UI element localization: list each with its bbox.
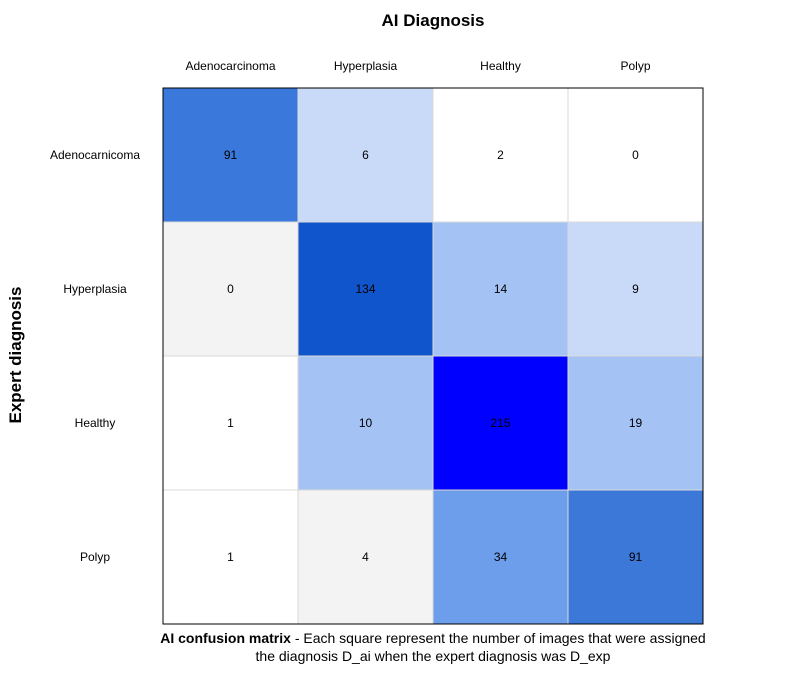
cell-value-label: 91 [629, 550, 643, 564]
heatmap-cell [163, 490, 298, 624]
heatmap-cell [568, 222, 703, 356]
heatmap-cell [298, 490, 433, 624]
heatmap-grid [162, 87, 704, 625]
cell-value-label: 215 [490, 416, 510, 430]
cell-value-label: 91 [224, 148, 238, 162]
heatmap-cell [433, 356, 568, 490]
x-tick-label: Hyperplasia [334, 59, 398, 73]
heatmap-cell [163, 222, 298, 356]
y-tick-label: Hyperplasia [63, 282, 127, 296]
heatmap-cell [433, 222, 568, 356]
heatmap-cell [163, 88, 298, 222]
y-tick-labels: Adenocarnicoma Hyperplasia Healthy Polyp [50, 148, 140, 564]
heatmap-cell [433, 88, 568, 222]
cell-value-label: 9 [632, 282, 639, 296]
cell-value-label: 0 [632, 148, 639, 162]
cell-value-label: 4 [362, 550, 369, 564]
x-tick-labels: Adenocarcinoma Hyperplasia Healthy Polyp [185, 59, 650, 73]
heatmap-cell [568, 490, 703, 624]
cell-value-label: 19 [629, 416, 643, 430]
cell-value-label: 1 [227, 416, 234, 430]
heatmap-cell [568, 88, 703, 222]
x-tick-label: Healthy [480, 59, 521, 73]
cell-value-label: 0 [227, 282, 234, 296]
cell-value-label: 2 [497, 148, 504, 162]
y-tick-label: Healthy [75, 416, 116, 430]
y-tick-label: Adenocarnicoma [50, 148, 140, 162]
caption-text: - Each square represent the number of im… [255, 630, 706, 664]
heatmap-cell [298, 222, 433, 356]
cell-value-label: 34 [494, 550, 508, 564]
matrix-border [162, 87, 704, 625]
heatmap-cell [163, 356, 298, 490]
caption-bold: AI confusion matrix [160, 630, 291, 646]
heatmap-cell [433, 490, 568, 624]
cell-value-label: 1 [227, 550, 234, 564]
y-tick-label: Polyp [80, 550, 110, 564]
x-tick-label: Adenocarcinoma [185, 59, 275, 73]
x-tick-label: Polyp [620, 59, 650, 73]
cell-value-label: 10 [359, 416, 373, 430]
heatmap-cell [298, 356, 433, 490]
heatmap-cell [568, 356, 703, 490]
heatmap-cell [298, 88, 433, 222]
cell-value-label: 6 [362, 148, 369, 162]
chart-caption: AI confusion matrix - Each square repres… [150, 629, 716, 665]
chart-title: AI Diagnosis [381, 11, 485, 30]
cell-value-label: 14 [494, 282, 508, 296]
heatmap-cells: 91 6 2 00 134 14 91 10 215 191 4 34 91 [163, 88, 703, 624]
cell-value-label: 134 [355, 282, 375, 296]
